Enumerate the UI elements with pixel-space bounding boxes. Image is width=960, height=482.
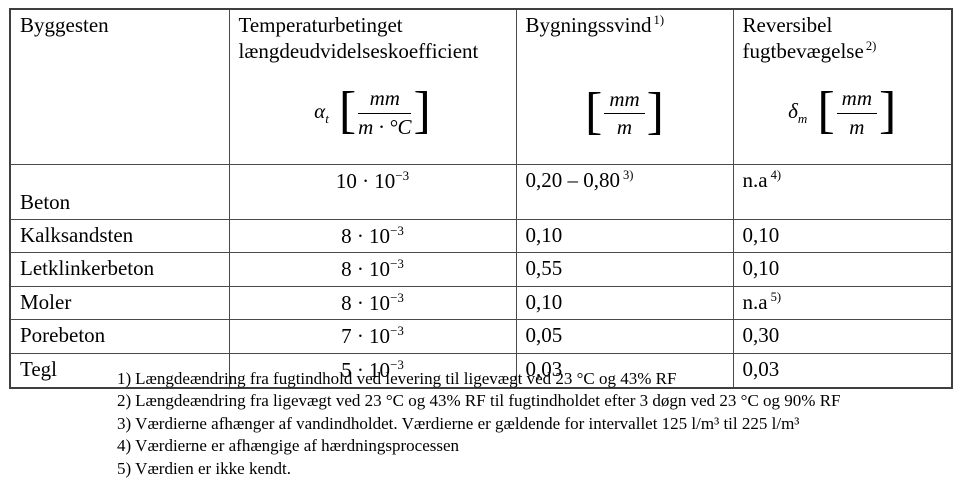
denominator: m (849, 114, 865, 139)
svind-value-cell: 0,03 (515, 352, 734, 389)
fugt-value-cell: 0,10 (732, 252, 953, 287)
footnote-text: Værdien er ikke kendt. (135, 458, 291, 478)
fraction: mm m (602, 87, 646, 141)
header-cell-temp-coeff: Temperaturbetinget længdeudvidelseskoeff… (228, 8, 517, 165)
footnote-ref-1: 1) (653, 13, 665, 27)
footnote-line-5: 5) Værdien er ikke kendt. (117, 458, 841, 480)
delta-symbol: δm (788, 99, 808, 127)
numerator: mm (358, 86, 412, 114)
alpha-value-cell: 8 · 10−3 (228, 218, 517, 254)
footnote-marker: 1) (117, 369, 132, 388)
exponent: −3 (390, 356, 404, 372)
svind-value-cell: 0,05 (515, 319, 734, 354)
material-name-cell: Tegl (9, 352, 230, 389)
exponent: −3 (390, 289, 404, 305)
column-label-temp-coeff: Temperaturbetinget længdeudvidelseskoeff… (238, 13, 479, 63)
fraction: mm m · °C (356, 86, 413, 140)
numerator: mm (604, 87, 645, 115)
footnote-marker: 4) (117, 436, 132, 456)
exponent: −3 (390, 222, 404, 238)
exponent: −3 (395, 167, 410, 183)
fugt-value-cell: 0,30 (732, 319, 953, 354)
footnote-ref-3: 3) (623, 167, 634, 182)
fugt-value-cell: n.a 5) (732, 285, 953, 321)
footnote-marker: 5) (117, 458, 132, 478)
header-cell-bygningssvind: Bygningssvind 1) [ mm m ] (515, 8, 734, 165)
footnote-line-1: 1) Længdeændring fra fugtindhold ved leve… (117, 368, 841, 390)
fugt-value-cell: 0,10 (732, 218, 953, 254)
material-name-cell: Letklinkerbeton (9, 252, 230, 287)
alpha-value-cell: 7 · 10−3 (228, 319, 517, 354)
svind-value-cell: 0,20 – 0,80 3) (515, 163, 734, 220)
footnotes: 1) Længdeændring fra fugtindhold ved leve… (117, 368, 841, 480)
footnote-text: Værdierne afhænger af vandindholdet. Vær… (135, 413, 800, 433)
footnote-line-3: 3) Værdierne afhænger af vandindholdet. V… (117, 413, 841, 435)
unit-formula-delta: δm [ mm m ] (788, 82, 897, 140)
material-name-cell: Kalksandsten (9, 218, 230, 254)
table-header-row: Byggesten Temperaturbetinget længdeudvid… (9, 8, 953, 165)
table-row-porebeton: Porebeton 7 · 10−3 0,05 0,30 (9, 319, 953, 354)
table-row-kalksandsten: Kalksandsten 8 · 10−3 0,10 0,10 (9, 218, 953, 254)
column-label-bygningssvind: Bygningssvind 1) (525, 13, 665, 37)
alpha-symbol: αt (314, 99, 329, 127)
table-row-moler: Moler 8 · 10−3 0,10 n.a 5) (9, 285, 953, 321)
materials-table: Byggesten Temperaturbetinget længdeudvid… (9, 8, 953, 389)
svind-value-cell: 0,10 (515, 218, 734, 254)
alpha-value-cell: 5 · 10−3 (228, 352, 517, 389)
table-row-letklinkerbeton: Letklinkerbeton 8 · 10−3 0,55 0,10 (9, 252, 953, 287)
table-row-beton: Beton 10 · 10−3 0,20 – 0,80 3) n.a 4) (9, 163, 953, 220)
unit-formula-alpha: αt [ mm m · °C ] (314, 82, 431, 140)
header-cell-byggesten: Byggesten (9, 8, 230, 165)
footnote-text: Længdeændring fra fugtindhold ved leveri… (135, 369, 677, 388)
footnote-marker: 3) (117, 413, 132, 433)
footnote-text: Længdeændring fra ligevægt ved 23 °C og … (135, 391, 841, 411)
fugt-value-cell: 0,03 (732, 352, 953, 389)
column-label-byggesten: Byggesten (20, 13, 109, 37)
denominator: m (616, 115, 633, 140)
column-label-fugtbevaegelse: Reversibel fugtbevægelse 2) (742, 13, 877, 63)
table-row-tegl: Tegl 5 · 10−3 0,03 0,03 (9, 352, 953, 389)
material-name-cell: Porebeton (9, 319, 230, 354)
fugt-value-cell: n.a 4) (732, 163, 953, 220)
footnote-text: Værdierne er afhængige af hærdningsproce… (135, 436, 460, 456)
header-cell-fugtbevaegelse: Reversibel fugtbevægelse 2) δm [ mm m ] (732, 8, 953, 165)
footnote-ref-2: 2) (865, 38, 877, 53)
svind-value-cell: 0,55 (515, 252, 734, 287)
alpha-value-cell: 8 · 10−3 (228, 285, 517, 321)
exponent: −3 (390, 323, 404, 339)
material-name-cell: Moler (9, 285, 230, 321)
footnote-ref-5: 5) (770, 289, 782, 304)
footnote-line-4: 4) Værdierne er afhængige af hærdningspro… (117, 435, 841, 457)
alpha-value-cell: 8 · 10−3 (228, 252, 517, 287)
numerator: mm (836, 86, 877, 114)
svind-value-cell: 0,10 (515, 285, 734, 321)
footnote-marker: 2) (117, 391, 132, 411)
alpha-value-cell: 10 · 10−3 (228, 163, 517, 220)
footnote-line-2: 2) Længdeændring fra ligevægt ved 23 °C o… (117, 390, 841, 412)
material-name-cell: Beton (9, 163, 230, 220)
denominator: m · °C (358, 114, 412, 139)
exponent: −3 (390, 256, 404, 272)
fraction: mm m (835, 86, 879, 140)
unit-formula-svind: [ mm m ] (585, 82, 664, 141)
footnote-ref-4: 4) (770, 167, 782, 182)
